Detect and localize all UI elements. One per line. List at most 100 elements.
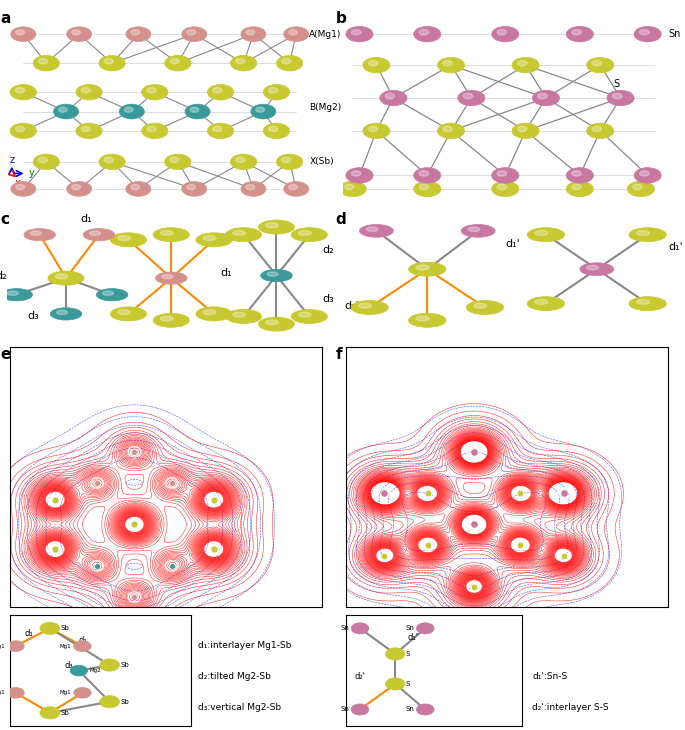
Circle shape [97,288,128,301]
Text: d₂': d₂' [345,301,360,311]
Circle shape [131,30,140,35]
Circle shape [282,58,291,64]
Circle shape [261,269,292,282]
Text: y: y [28,169,34,178]
Circle shape [233,231,245,235]
Circle shape [466,301,503,315]
Circle shape [90,231,101,235]
Text: d₂': d₂' [355,672,366,680]
Circle shape [225,228,262,242]
Circle shape [492,181,519,196]
Text: S: S [406,651,410,657]
Circle shape [196,233,232,247]
Circle shape [438,123,464,139]
Circle shape [48,271,84,285]
Circle shape [212,88,222,93]
Circle shape [142,123,168,139]
Circle shape [74,688,91,698]
Circle shape [612,93,622,99]
Circle shape [110,233,147,247]
Circle shape [419,184,429,190]
Circle shape [58,107,67,112]
Circle shape [291,228,327,242]
Circle shape [160,316,173,321]
Text: d₃: d₃ [27,311,39,321]
Circle shape [230,55,257,71]
Circle shape [182,182,207,196]
Circle shape [83,228,114,241]
Circle shape [351,29,361,35]
Circle shape [212,126,222,131]
Circle shape [119,104,145,119]
Circle shape [640,171,649,176]
Circle shape [517,61,527,66]
Circle shape [492,168,519,183]
Text: d₁': d₁' [408,633,419,642]
Circle shape [99,154,125,169]
Text: Sn: Sn [340,707,349,712]
Circle shape [16,30,25,35]
Point [423,488,434,499]
Text: x: x [14,178,21,188]
Circle shape [76,85,102,100]
Circle shape [379,91,407,106]
Circle shape [99,659,120,671]
Circle shape [258,317,295,331]
Circle shape [185,104,210,119]
Circle shape [409,313,446,327]
Circle shape [164,55,191,71]
Circle shape [170,157,179,163]
Circle shape [463,93,473,99]
Text: d₁:interlayer Mg1-Sb: d₁:interlayer Mg1-Sb [197,641,291,650]
Circle shape [409,262,446,276]
Circle shape [535,299,548,304]
Circle shape [627,181,654,196]
Circle shape [38,157,48,163]
Circle shape [55,274,68,279]
Circle shape [8,291,18,296]
Text: a: a [0,11,11,26]
Circle shape [284,182,309,196]
Point [92,560,103,572]
Circle shape [566,168,593,183]
Circle shape [468,227,479,231]
Circle shape [386,678,405,690]
Circle shape [225,310,262,323]
Circle shape [33,154,60,169]
Circle shape [11,182,36,196]
Circle shape [1,288,32,301]
Circle shape [288,185,297,190]
Circle shape [10,123,36,139]
Circle shape [160,231,173,235]
Circle shape [636,231,649,235]
Circle shape [363,58,390,73]
Circle shape [40,622,60,634]
Text: A(Mg1): A(Mg1) [310,30,342,39]
Circle shape [126,27,151,42]
Circle shape [126,182,151,196]
Circle shape [572,184,581,190]
Circle shape [103,291,114,296]
Circle shape [580,263,614,275]
Text: d₃: d₃ [64,661,73,669]
Circle shape [190,107,199,112]
Point [558,550,569,561]
Circle shape [236,157,245,163]
Point [379,550,390,561]
Circle shape [110,307,147,321]
Circle shape [241,27,266,42]
Circle shape [566,26,593,42]
Text: Sb: Sb [61,626,69,631]
Circle shape [251,104,276,119]
Text: Sb: Sb [121,699,129,704]
Circle shape [634,26,661,42]
Point [558,488,569,499]
Circle shape [81,126,90,131]
Circle shape [142,85,168,100]
Circle shape [461,225,495,237]
Circle shape [131,185,140,190]
Circle shape [566,181,593,196]
Circle shape [416,704,434,715]
Circle shape [76,123,102,139]
Text: Sn: Sn [668,29,680,39]
